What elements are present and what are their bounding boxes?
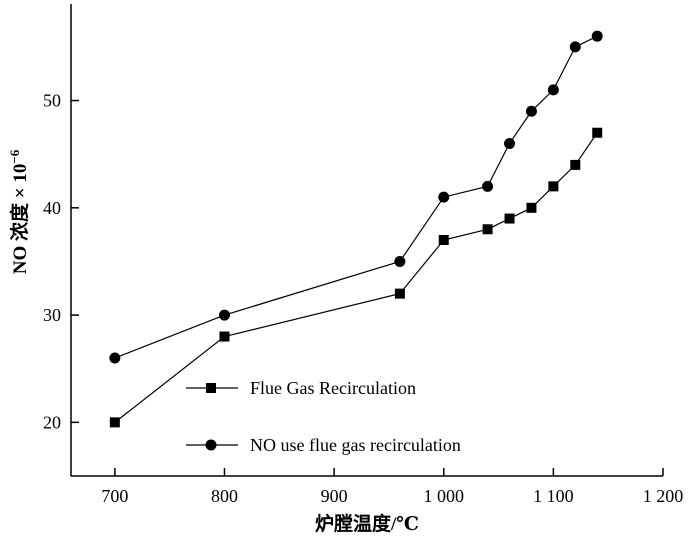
data-point — [218, 309, 230, 321]
y-tick-label: 40 — [43, 198, 61, 218]
y-axis-ticks: 20 30 40 50 — [43, 91, 79, 432]
legend-entry: Flue Gas Recirculation — [186, 378, 416, 398]
series-line — [114, 132, 598, 423]
data-point — [482, 224, 493, 235]
legend-label: NO use flue gas recirculation — [250, 435, 461, 455]
series-no-flue-gas-recirculation — [109, 30, 603, 364]
data-point — [547, 84, 559, 96]
data-point — [591, 30, 603, 42]
series-flue-gas-recirculation — [109, 127, 603, 428]
legend-entry: NO use flue gas recirculation — [186, 435, 461, 455]
data-point — [569, 41, 581, 53]
y-tick-label: 50 — [43, 91, 61, 111]
legend-marker — [206, 383, 216, 393]
y-tick-label: 20 — [43, 412, 61, 432]
data-point — [438, 191, 450, 203]
data-point — [482, 180, 494, 192]
y-tick-label: 30 — [43, 305, 61, 325]
legend: Flue Gas Recirculation NO use flue gas re… — [186, 378, 461, 455]
y-axis-title-exponent: −6 — [7, 149, 22, 163]
data-point — [394, 255, 406, 267]
series-layer — [109, 30, 603, 428]
x-tick-label: 900 — [321, 486, 348, 506]
axes — [70, 4, 663, 477]
data-point — [525, 105, 537, 117]
legend-marker — [205, 439, 217, 451]
legend-label: Flue Gas Recirculation — [250, 378, 416, 398]
x-tick-label: 1 100 — [533, 486, 574, 506]
data-point — [394, 288, 405, 299]
x-tick-label: 700 — [101, 486, 128, 506]
data-point — [592, 127, 603, 138]
y-axis-title: NO 浓度 × 10−6 — [7, 149, 31, 274]
x-tick-label: 1 000 — [423, 486, 464, 506]
x-tick-label: 1 200 — [643, 486, 684, 506]
data-point — [504, 137, 516, 149]
x-tick-label: 800 — [211, 486, 238, 506]
data-point — [109, 352, 121, 364]
data-point — [570, 159, 581, 170]
y-axis-title-text: NO 浓度 × 10 — [8, 164, 31, 275]
series-line — [114, 35, 598, 359]
x-axis-title: 炉膛温度/℃ — [315, 512, 419, 535]
data-point — [526, 202, 537, 213]
data-point — [438, 235, 449, 245]
x-axis-ticks: 700 800 900 1 000 1 100 1 200 — [101, 468, 683, 506]
data-point — [219, 331, 230, 342]
data-point — [109, 417, 120, 428]
data-point — [504, 213, 515, 224]
data-point — [548, 181, 559, 192]
